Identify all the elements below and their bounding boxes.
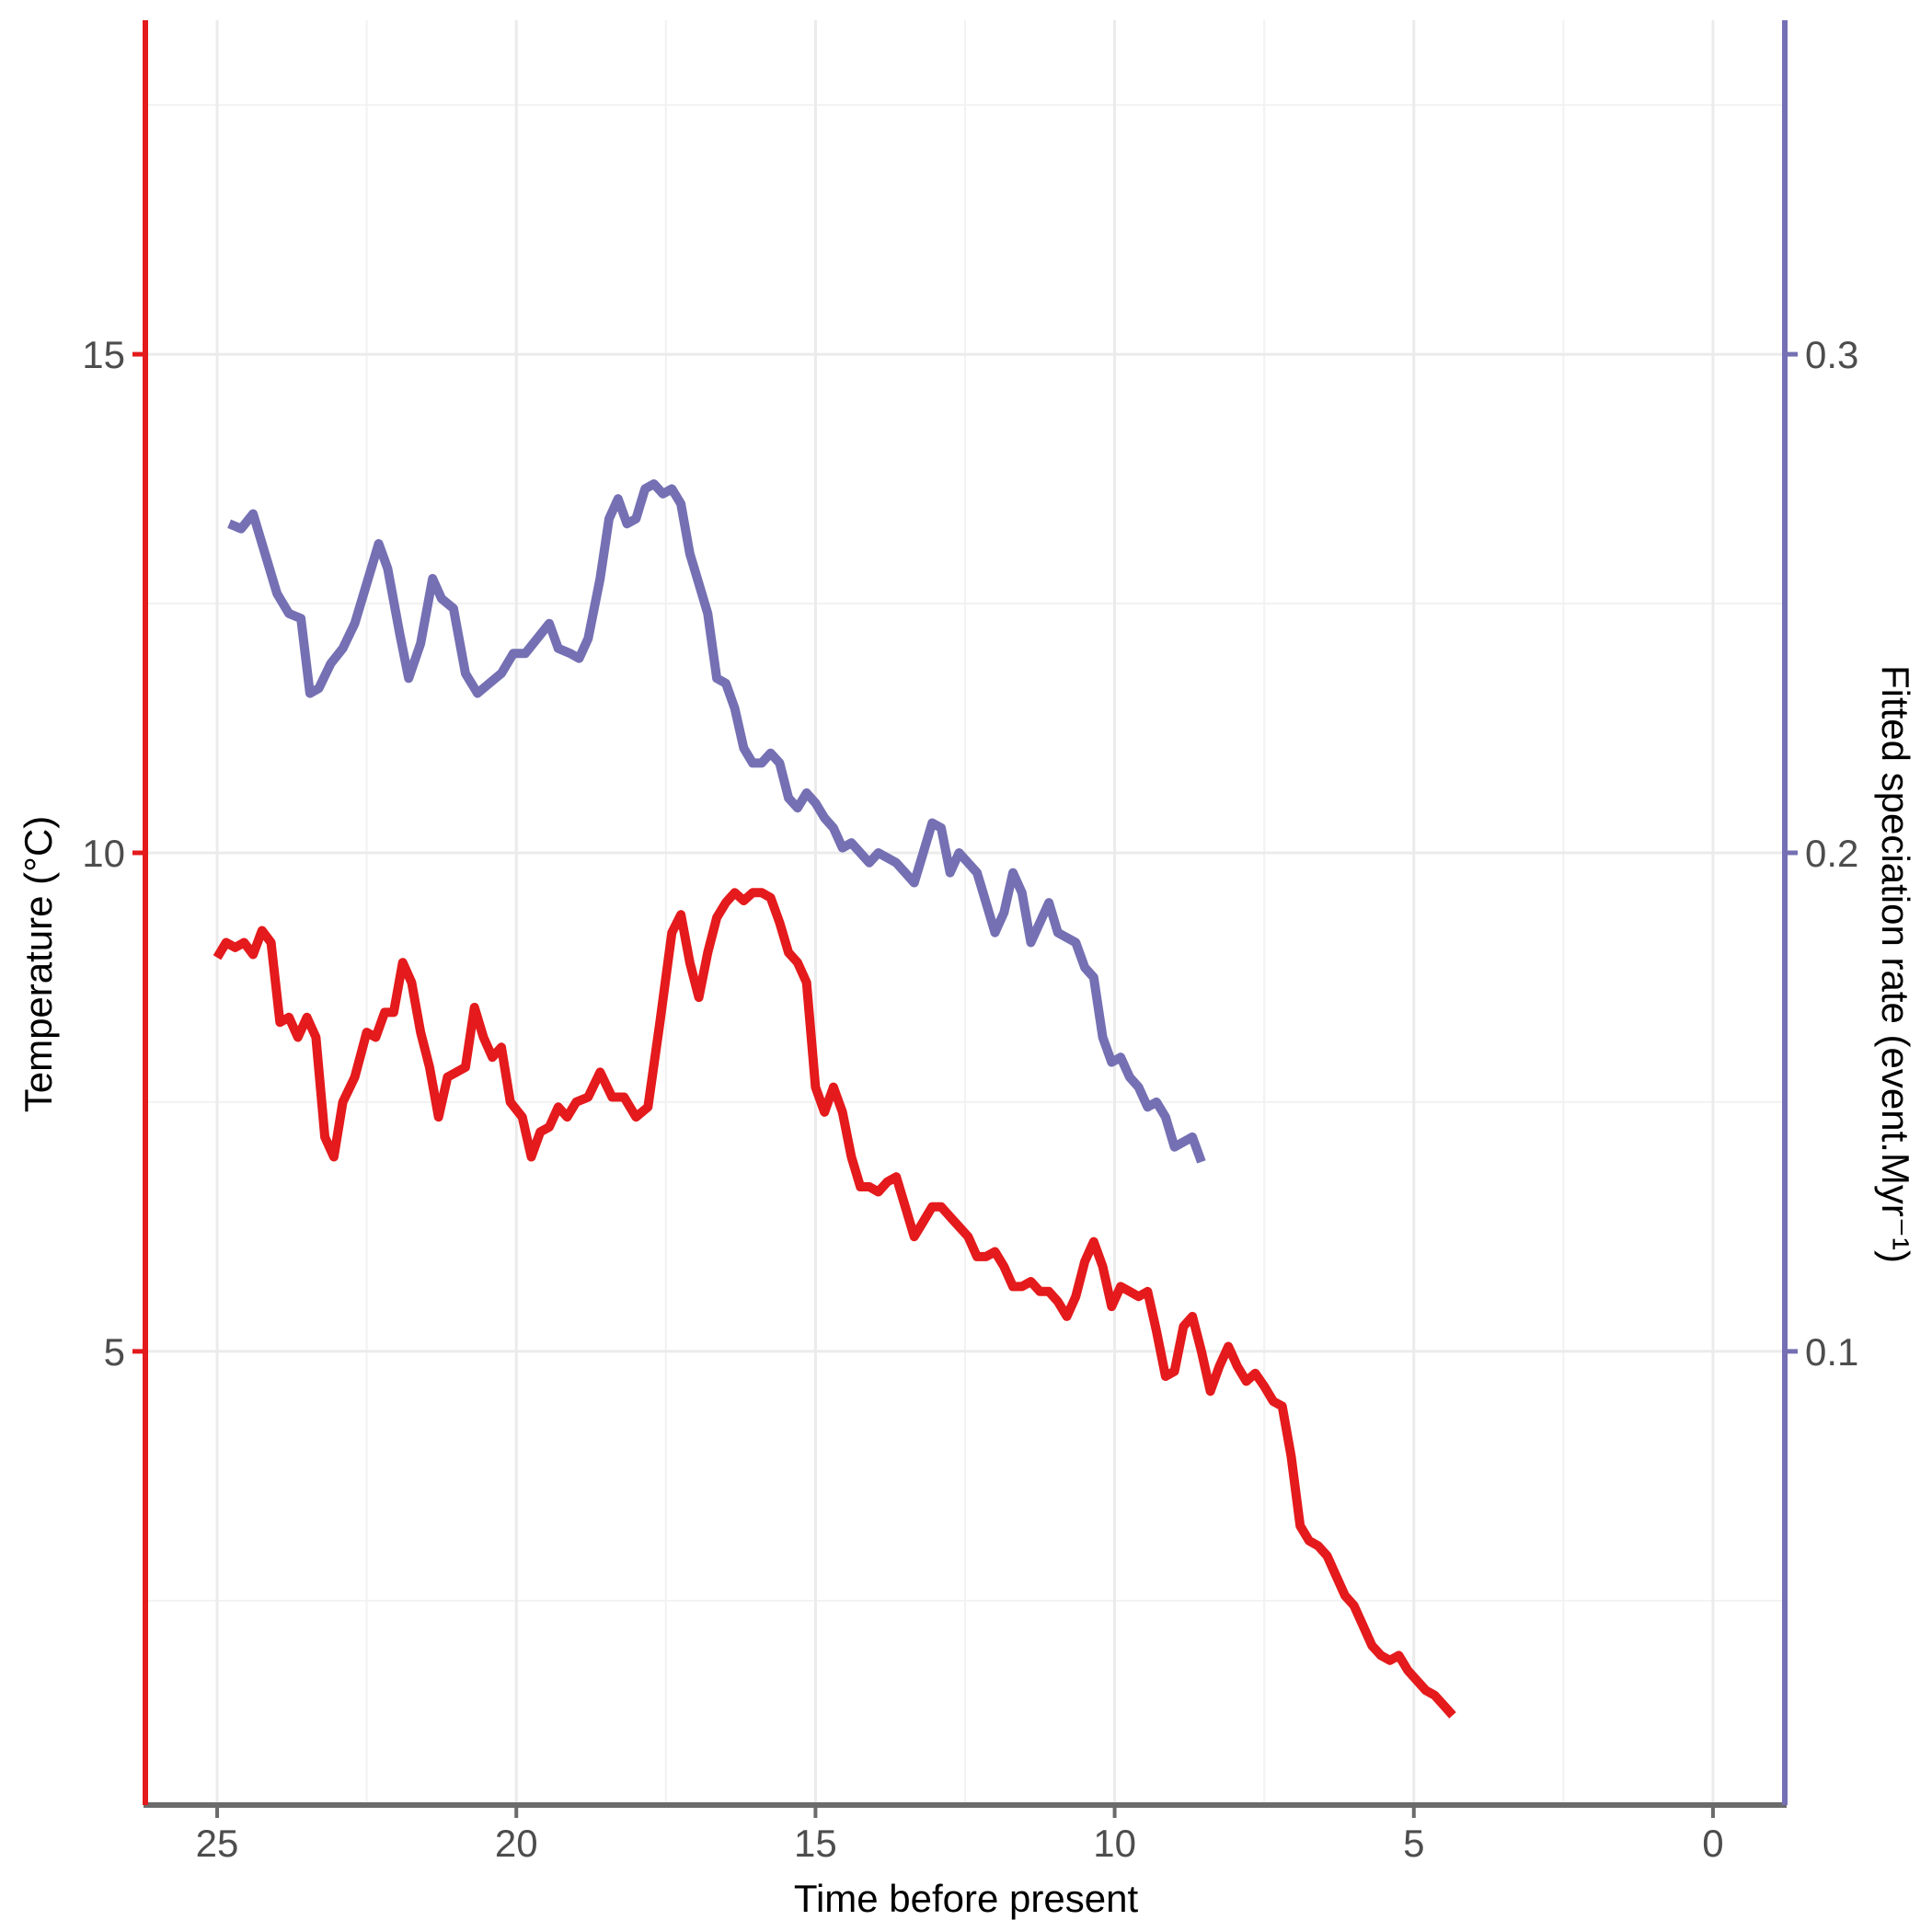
y-right-tick-label: 0.3 [1805, 333, 1858, 376]
y-axis-right-title: Fitted speciation rate (event.Myr⁻¹) [1874, 665, 1917, 1263]
y-left-tick-label: 5 [104, 1330, 125, 1374]
axes-layer [143, 20, 1788, 1808]
y-left-tick-label: 15 [82, 333, 125, 376]
x-tick-label: 25 [196, 1822, 239, 1865]
grid-minor [145, 20, 1785, 1805]
ticks-layer: 25 20 15 10 5 0 5 10 15 0.1 0.2 0.3 [82, 333, 1858, 1865]
y-right-tick-label: 0.1 [1805, 1330, 1858, 1374]
y-axis-left-title: Temperature (°C) [17, 816, 60, 1113]
x-tick-label: 15 [794, 1822, 837, 1865]
series-layer [213, 479, 1456, 1719]
y-left-tick-label: 10 [82, 832, 125, 875]
speciation-rate-series-line [227, 479, 1206, 1164]
y-right-tick-label: 0.2 [1805, 832, 1858, 875]
x-tick-label: 5 [1403, 1822, 1424, 1865]
temperature-series-line [213, 888, 1456, 1719]
x-tick-label: 10 [1093, 1822, 1136, 1865]
x-tick-label: 0 [1702, 1822, 1723, 1865]
x-axis-title: Time before present [794, 1877, 1139, 1920]
x-tick-label: 20 [495, 1822, 538, 1865]
